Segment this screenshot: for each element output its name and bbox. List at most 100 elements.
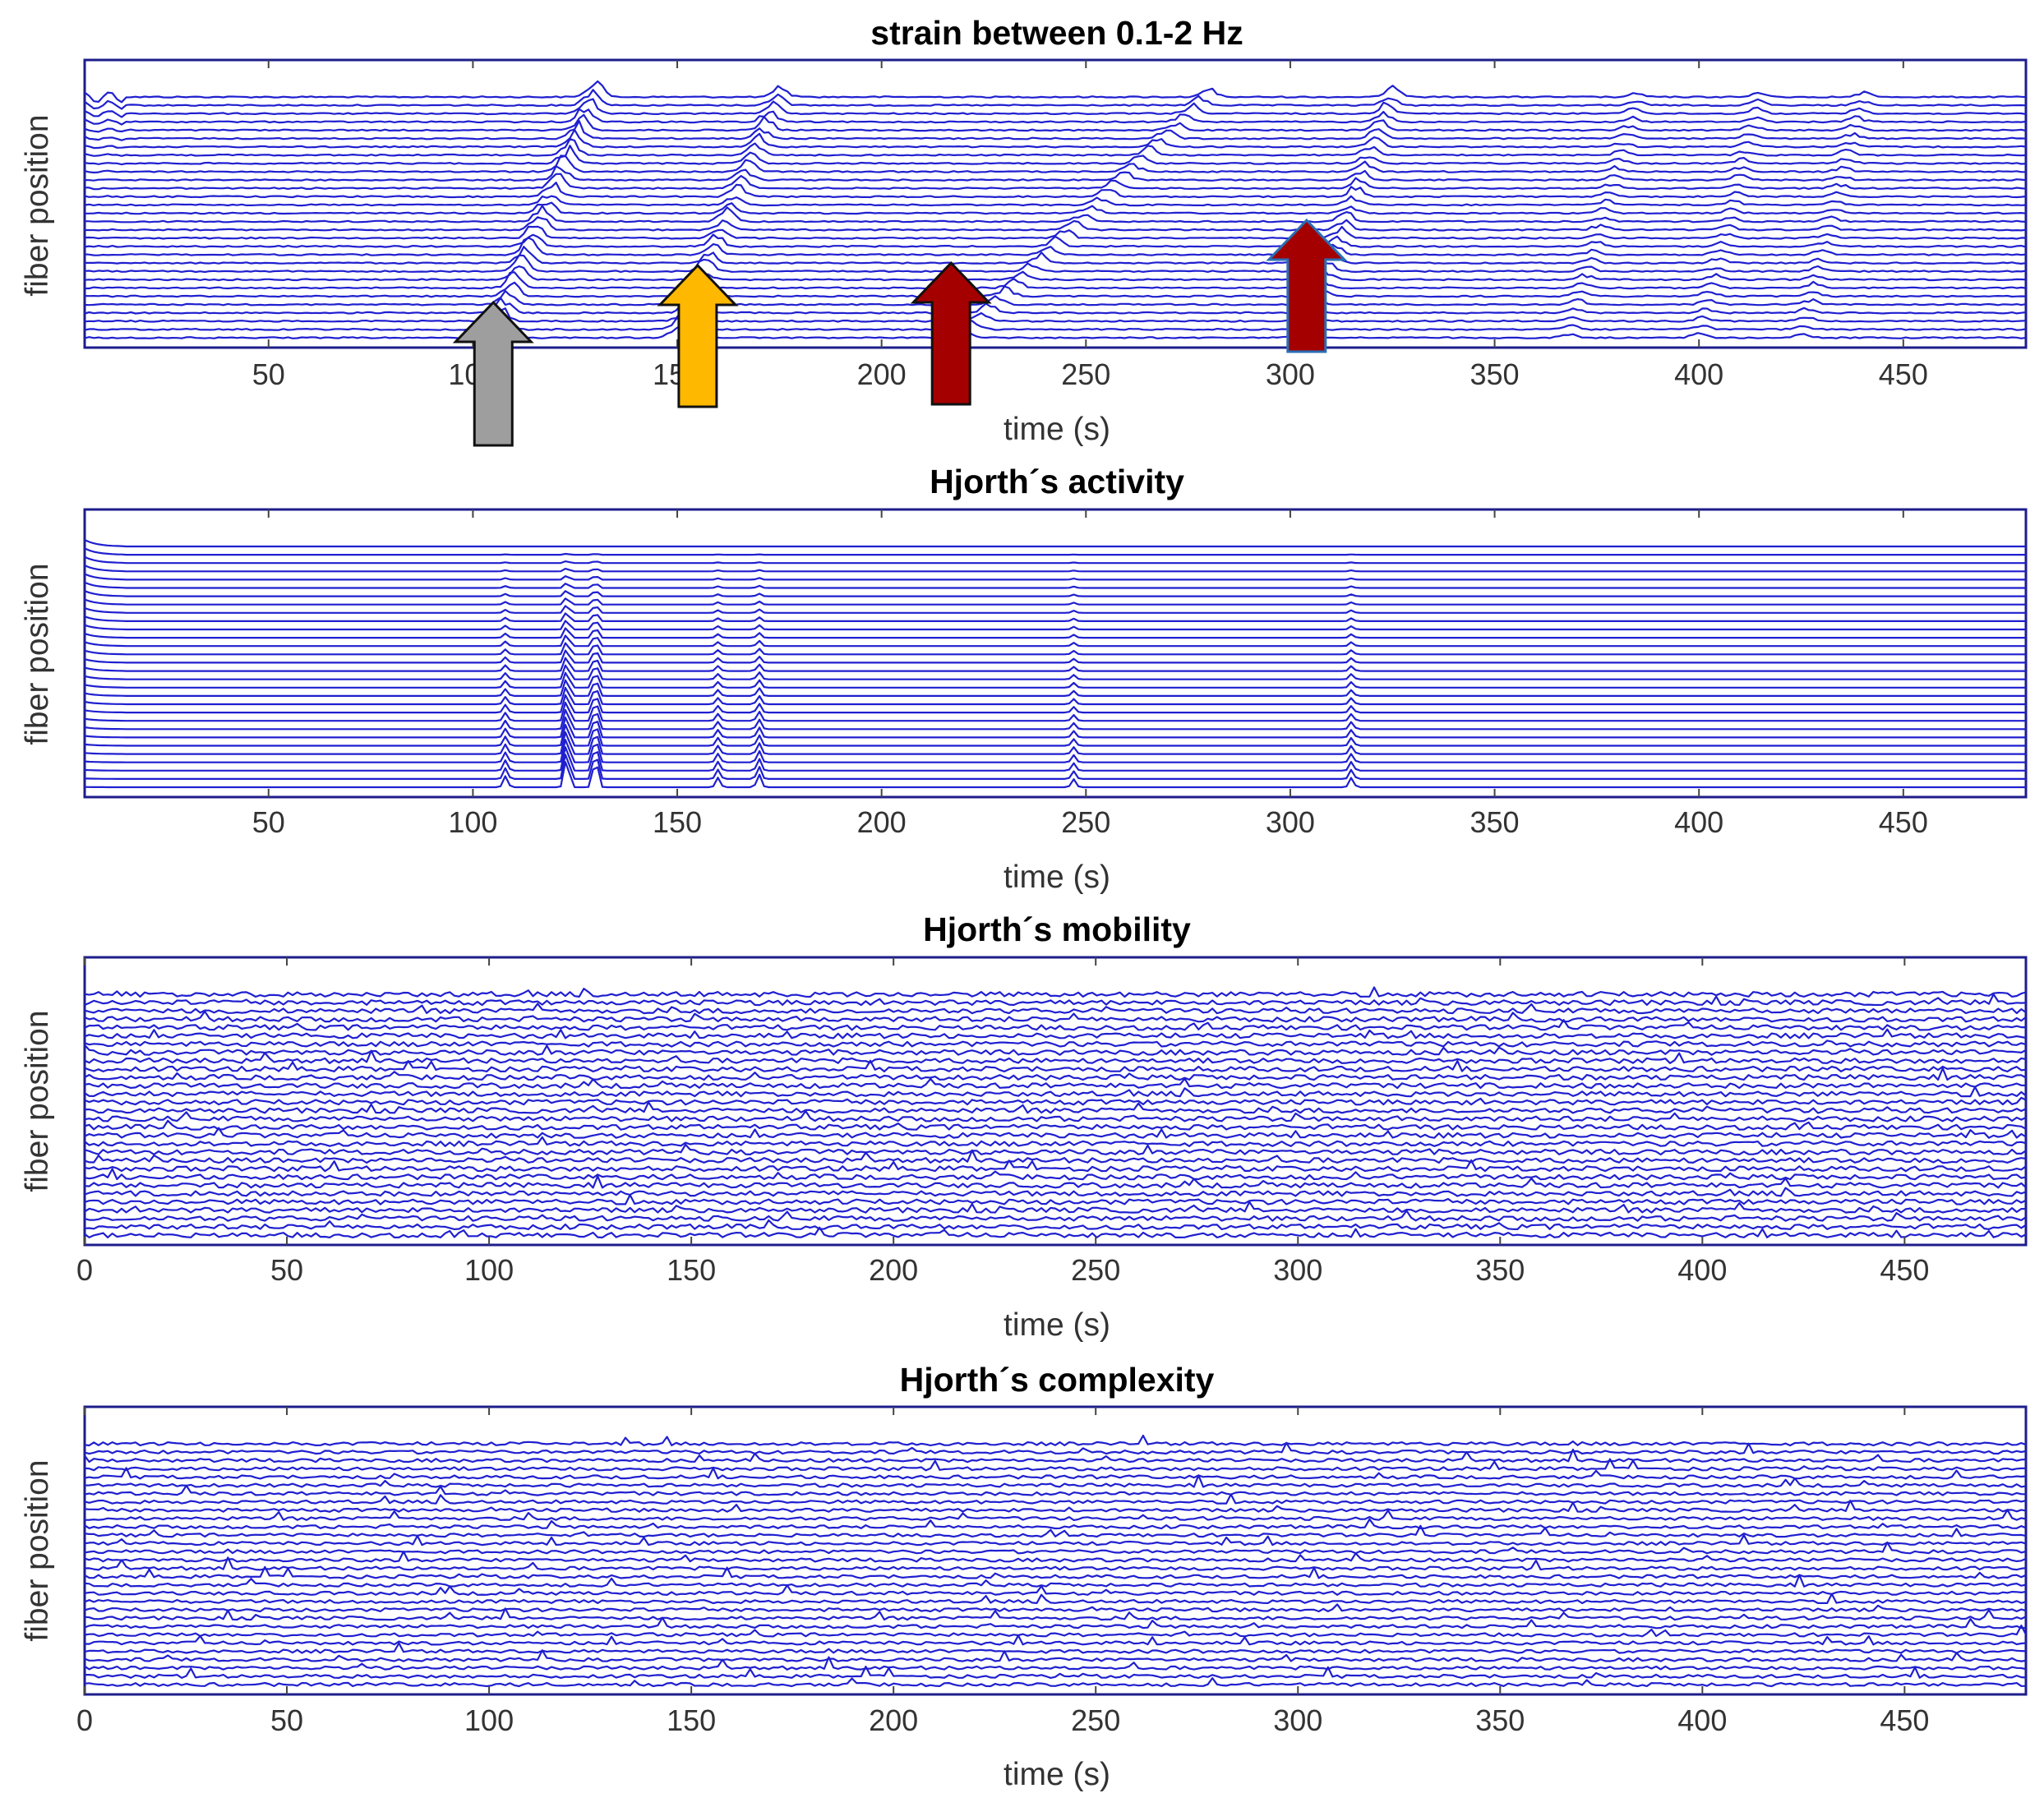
trace-group bbox=[84, 986, 2027, 1239]
fiber-trace bbox=[84, 746, 2026, 772]
fiber-trace bbox=[84, 1642, 2027, 1654]
fiber-trace bbox=[84, 1448, 2027, 1464]
x-axis-label: time (s) bbox=[1004, 1757, 1110, 1792]
y-axis-label: fiber position bbox=[20, 1010, 55, 1192]
fiber-trace bbox=[84, 80, 2027, 104]
fiber-trace bbox=[84, 657, 2026, 672]
fiber-trace bbox=[84, 1603, 2027, 1613]
fiber-trace bbox=[84, 113, 2027, 133]
fiber-trace bbox=[84, 1059, 2027, 1072]
x-tick-label: 250 bbox=[1061, 805, 1110, 839]
fiber-trace bbox=[84, 1474, 2027, 1488]
fiber-trace bbox=[84, 1493, 2027, 1505]
x-tick-label: 300 bbox=[1273, 1703, 1322, 1737]
fiber-trace bbox=[84, 547, 2026, 556]
fiber-trace bbox=[84, 290, 2027, 307]
fiber-trace bbox=[84, 1593, 2027, 1605]
fiber-trace bbox=[84, 1518, 2027, 1530]
fiber-trace bbox=[84, 1584, 2027, 1596]
fiber-trace bbox=[84, 1175, 2027, 1189]
fiber-trace bbox=[84, 313, 2027, 331]
fiber-trace bbox=[84, 254, 2027, 274]
fiber-trace bbox=[84, 649, 2026, 664]
fiber-trace bbox=[84, 297, 2027, 315]
fiber-trace bbox=[84, 324, 2027, 339]
x-tick-label: 350 bbox=[1470, 805, 1520, 839]
fiber-trace bbox=[84, 1616, 2027, 1630]
x-tick-label: 350 bbox=[1475, 1703, 1525, 1737]
x-tick-label: 300 bbox=[1266, 357, 1315, 391]
fiber-trace bbox=[84, 154, 2026, 174]
fiber-trace bbox=[84, 307, 2027, 323]
fiber-trace bbox=[84, 1607, 2027, 1621]
fiber-trace bbox=[84, 993, 2027, 1007]
fiber-trace bbox=[84, 642, 2026, 656]
fiber-trace bbox=[84, 538, 2026, 548]
x-tick-group: 50 100 150 200 250 300 350 400 450 bbox=[252, 509, 1928, 839]
fiber-trace bbox=[84, 555, 2026, 565]
x-tick-label: 400 bbox=[1674, 357, 1723, 391]
x-tick-label: 200 bbox=[857, 805, 907, 839]
x-tick-label: 400 bbox=[1677, 1703, 1727, 1737]
event-arrow bbox=[452, 300, 534, 447]
fiber-trace bbox=[84, 605, 2026, 614]
fiber-trace bbox=[85, 271, 2027, 290]
fiber-trace bbox=[84, 1010, 2027, 1023]
fiber-trace bbox=[84, 1625, 2027, 1638]
fiber-trace bbox=[84, 1127, 2027, 1139]
fiber-trace bbox=[84, 724, 2026, 747]
panel-title: Hjorth´s complexity bbox=[900, 1361, 1215, 1399]
x-tick-label: 450 bbox=[1880, 1703, 1929, 1737]
x-tick-label: 150 bbox=[667, 1703, 716, 1737]
fiber-trace bbox=[84, 708, 2026, 731]
fiber-trace bbox=[84, 138, 2027, 157]
fiber-trace bbox=[84, 1500, 2027, 1513]
fiber-trace bbox=[84, 1194, 2027, 1205]
fiber-trace bbox=[84, 108, 2027, 126]
fiber-trace bbox=[84, 634, 2026, 648]
fiber-trace bbox=[84, 1677, 2026, 1688]
fiber-trace bbox=[84, 281, 2027, 298]
x-tick-label: 400 bbox=[1677, 1253, 1727, 1287]
x-tick-label: 450 bbox=[1879, 357, 1928, 391]
fiber-trace bbox=[84, 205, 2027, 224]
fiber-trace bbox=[84, 1656, 2027, 1671]
x-tick-label: 0 bbox=[76, 1253, 93, 1287]
fiber-trace bbox=[84, 1634, 2027, 1646]
x-tick-label: 100 bbox=[464, 1703, 514, 1737]
fiber-trace bbox=[84, 671, 2026, 689]
fiber-trace bbox=[84, 731, 2026, 755]
x-tick-label: 50 bbox=[270, 1253, 303, 1287]
x-tick-label: 350 bbox=[1470, 357, 1520, 391]
y-axis-label: fiber position bbox=[20, 1459, 55, 1641]
panel-strain: strain between 0.1-2 Hz 50 100 150 200 250 30… bbox=[20, 14, 2028, 447]
fiber-trace bbox=[84, 120, 2027, 141]
x-tick-label: 250 bbox=[1061, 357, 1110, 391]
x-tick-label: 50 bbox=[252, 357, 285, 391]
x-tick-label: 0 bbox=[76, 1703, 93, 1737]
fiber-trace bbox=[84, 1096, 2027, 1106]
fiber-trace bbox=[84, 565, 2026, 573]
plot-frame bbox=[83, 508, 2028, 799]
fiber-trace bbox=[84, 173, 2027, 191]
fiber-trace bbox=[84, 182, 2027, 199]
fiber-trace bbox=[85, 1101, 2027, 1114]
x-tick-label: 200 bbox=[869, 1253, 918, 1287]
fiber-trace bbox=[84, 1509, 2027, 1521]
x-tick-label: 400 bbox=[1674, 805, 1723, 839]
plot-frame bbox=[83, 58, 2028, 349]
x-tick-label: 350 bbox=[1475, 1253, 1525, 1287]
fiber-trace bbox=[84, 98, 2027, 118]
fiber-trace bbox=[84, 1039, 2027, 1048]
fiber-trace bbox=[84, 679, 2026, 697]
panel-title: Hjorth´s mobility bbox=[923, 910, 1191, 948]
x-tick-label: 250 bbox=[1071, 1703, 1120, 1737]
fiber-trace bbox=[84, 246, 2027, 265]
fiber-trace bbox=[84, 761, 2026, 789]
x-tick-label: 250 bbox=[1071, 1253, 1120, 1287]
x-tick-label: 300 bbox=[1266, 805, 1315, 839]
x-tick-label: 300 bbox=[1273, 1253, 1322, 1287]
fiber-trace bbox=[84, 1159, 2027, 1173]
panel-complexity: Hjorth´s complexity 0 50 100 150 200 250 300 35… bbox=[20, 1361, 2028, 1792]
x-tick-label: 200 bbox=[869, 1703, 918, 1737]
